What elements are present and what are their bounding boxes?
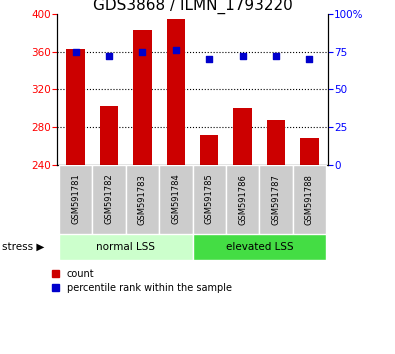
Bar bbox=[133, 30, 152, 165]
Bar bbox=[92, 165, 126, 234]
Point bbox=[106, 53, 112, 59]
Bar bbox=[126, 165, 159, 234]
Text: normal LSS: normal LSS bbox=[96, 242, 155, 252]
Text: GSM591783: GSM591783 bbox=[138, 174, 147, 224]
Bar bbox=[167, 19, 185, 165]
Title: GDS3868 / ILMN_1793220: GDS3868 / ILMN_1793220 bbox=[93, 0, 292, 14]
Point bbox=[139, 49, 146, 55]
Text: GSM591788: GSM591788 bbox=[305, 174, 314, 224]
Text: GSM591781: GSM591781 bbox=[71, 174, 80, 224]
Bar bbox=[226, 165, 260, 234]
Point bbox=[73, 49, 79, 55]
Bar bbox=[159, 165, 193, 234]
Bar bbox=[200, 135, 218, 165]
Bar bbox=[59, 234, 193, 260]
Text: GSM591782: GSM591782 bbox=[105, 174, 113, 224]
Bar bbox=[66, 49, 85, 165]
Bar bbox=[260, 165, 293, 234]
Bar bbox=[293, 165, 326, 234]
Text: GSM591785: GSM591785 bbox=[205, 174, 214, 224]
Point bbox=[306, 57, 312, 62]
Bar bbox=[267, 120, 285, 165]
Bar bbox=[59, 165, 92, 234]
Text: elevated LSS: elevated LSS bbox=[226, 242, 293, 252]
Text: GSM591784: GSM591784 bbox=[171, 174, 181, 224]
Text: stress ▶: stress ▶ bbox=[2, 242, 44, 252]
Point bbox=[239, 53, 246, 59]
Legend: count, percentile rank within the sample: count, percentile rank within the sample bbox=[48, 265, 235, 297]
Point bbox=[206, 57, 213, 62]
Bar bbox=[193, 234, 326, 260]
Point bbox=[173, 47, 179, 53]
Text: GSM591787: GSM591787 bbox=[272, 174, 280, 224]
Bar bbox=[233, 108, 252, 165]
Bar bbox=[300, 138, 319, 165]
Text: GSM591786: GSM591786 bbox=[238, 174, 247, 224]
Bar bbox=[193, 165, 226, 234]
Point bbox=[273, 53, 279, 59]
Bar bbox=[100, 106, 118, 165]
